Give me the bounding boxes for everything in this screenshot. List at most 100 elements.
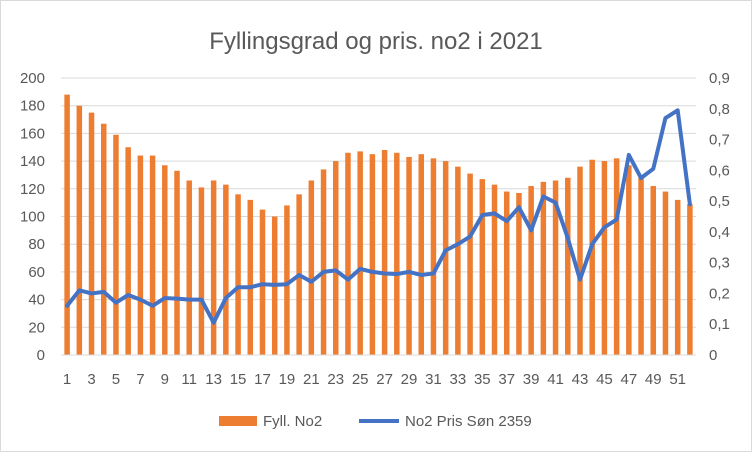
bar (406, 156, 412, 355)
left-tick-label: 160 (20, 125, 45, 142)
left-tick-label: 100 (20, 209, 45, 226)
x-tick-label: 27 (376, 371, 393, 388)
bar (589, 159, 595, 355)
bar (479, 179, 486, 355)
bar (565, 177, 571, 355)
left-tick-label: 120 (20, 181, 45, 198)
bar (76, 105, 83, 355)
left-axis: 0 20 40 60 80 100 120 140 160 180 200 (20, 70, 45, 364)
bar (601, 161, 608, 355)
bar (577, 166, 583, 355)
bar (687, 204, 693, 355)
left-tick-label: 140 (20, 153, 45, 170)
bar (455, 166, 461, 355)
bar (198, 187, 205, 355)
x-tick-label: 17 (254, 371, 271, 388)
bar (674, 199, 681, 355)
x-tick-label: 7 (136, 371, 144, 388)
gridlines (61, 77, 696, 356)
x-tick-label: 15 (230, 371, 247, 388)
x-tick-label: 29 (401, 371, 418, 388)
bar (357, 151, 363, 355)
legend-item-no2-pris: No2 Pris Søn 2359 (359, 413, 532, 430)
bar (442, 161, 449, 355)
line-series-no2-pris (65, 108, 692, 325)
bar (186, 180, 192, 355)
bar (345, 152, 351, 355)
right-tick-label: 0,3 (709, 255, 730, 272)
legend-item-fyll-no2: Fyll. No2 (219, 413, 322, 430)
left-tick-label: 200 (20, 70, 45, 87)
right-tick-label: 0,9 (709, 70, 730, 87)
bar (528, 186, 534, 355)
x-tick-label: 39 (523, 371, 540, 388)
bar (369, 154, 376, 355)
right-tick-label: 0,4 (709, 224, 730, 241)
right-tick-label: 0,5 (709, 193, 730, 210)
x-tick-label: 19 (279, 371, 296, 388)
bar (149, 155, 156, 355)
left-tick-label: 80 (28, 236, 45, 253)
x-tick-label: 25 (352, 371, 369, 388)
bar (174, 170, 180, 355)
bar (540, 181, 547, 355)
bar (308, 180, 315, 355)
bar (210, 180, 217, 355)
x-tick-label: 47 (620, 371, 637, 388)
bar (613, 158, 620, 355)
right-tick-label: 0,6 (709, 162, 730, 179)
bar (100, 123, 107, 355)
legend-label-no2-pris: No2 Pris Søn 2359 (405, 413, 532, 430)
right-tick-label: 0,2 (709, 285, 730, 302)
x-tick-label: 1 (63, 371, 71, 388)
bar (64, 94, 70, 356)
bar (320, 169, 327, 355)
bar (125, 147, 131, 355)
x-tick-label: 35 (474, 371, 491, 388)
bar (247, 199, 254, 355)
x-tick-label: 11 (181, 371, 197, 388)
bar (552, 180, 559, 355)
left-tick-label: 20 (28, 319, 45, 336)
right-tick-label: 0,1 (709, 316, 730, 333)
right-tick-label: 0 (709, 347, 717, 364)
bar (235, 194, 241, 355)
bar (284, 205, 290, 355)
x-tick-label: 13 (205, 371, 222, 388)
right-tick-label: 0,7 (709, 132, 730, 149)
legend-label-fyll-no2: Fyll. No2 (263, 413, 322, 430)
x-tick-label: 9 (161, 371, 169, 388)
bar (516, 192, 522, 355)
series-line (65, 108, 692, 325)
right-tick-label: 0,8 (709, 101, 730, 118)
x-tick-label: 37 (498, 371, 515, 388)
left-tick-label: 0 (37, 347, 45, 364)
x-tick-label: 43 (572, 371, 589, 388)
legend: Fyll. No2 No2 Pris Søn 2359 (219, 413, 532, 430)
x-tick-label: 21 (303, 371, 320, 388)
x-tick-label: 23 (327, 371, 344, 388)
bar (394, 152, 400, 355)
bar (381, 150, 388, 355)
bar (88, 112, 95, 355)
right-axis: 0 0,1 0,2 0,3 0,4 0,5 0,6 0,7 0,8 0,9 (709, 70, 730, 364)
x-tick-label: 45 (596, 371, 613, 388)
x-tick-label: 33 (450, 371, 467, 388)
left-tick-label: 40 (28, 292, 45, 309)
bar (503, 191, 510, 355)
bar (662, 191, 669, 355)
bar (430, 158, 437, 355)
left-tick-label: 180 (20, 98, 45, 115)
bar (223, 184, 229, 355)
x-tick-label: 31 (425, 371, 442, 388)
bar (162, 165, 168, 355)
chart-title: Fyllingsgrad og pris. no2 i 2021 (209, 28, 543, 55)
bar (137, 155, 144, 355)
bar (467, 173, 473, 355)
bar (626, 165, 632, 355)
x-tick-label: 3 (87, 371, 95, 388)
x-axis: 1 3 5 7 9 11 13 15 17 19 21 23 25 27 29 31 33 35 37 39 41 43 4… (61, 354, 696, 388)
x-tick-label: 49 (645, 371, 662, 388)
